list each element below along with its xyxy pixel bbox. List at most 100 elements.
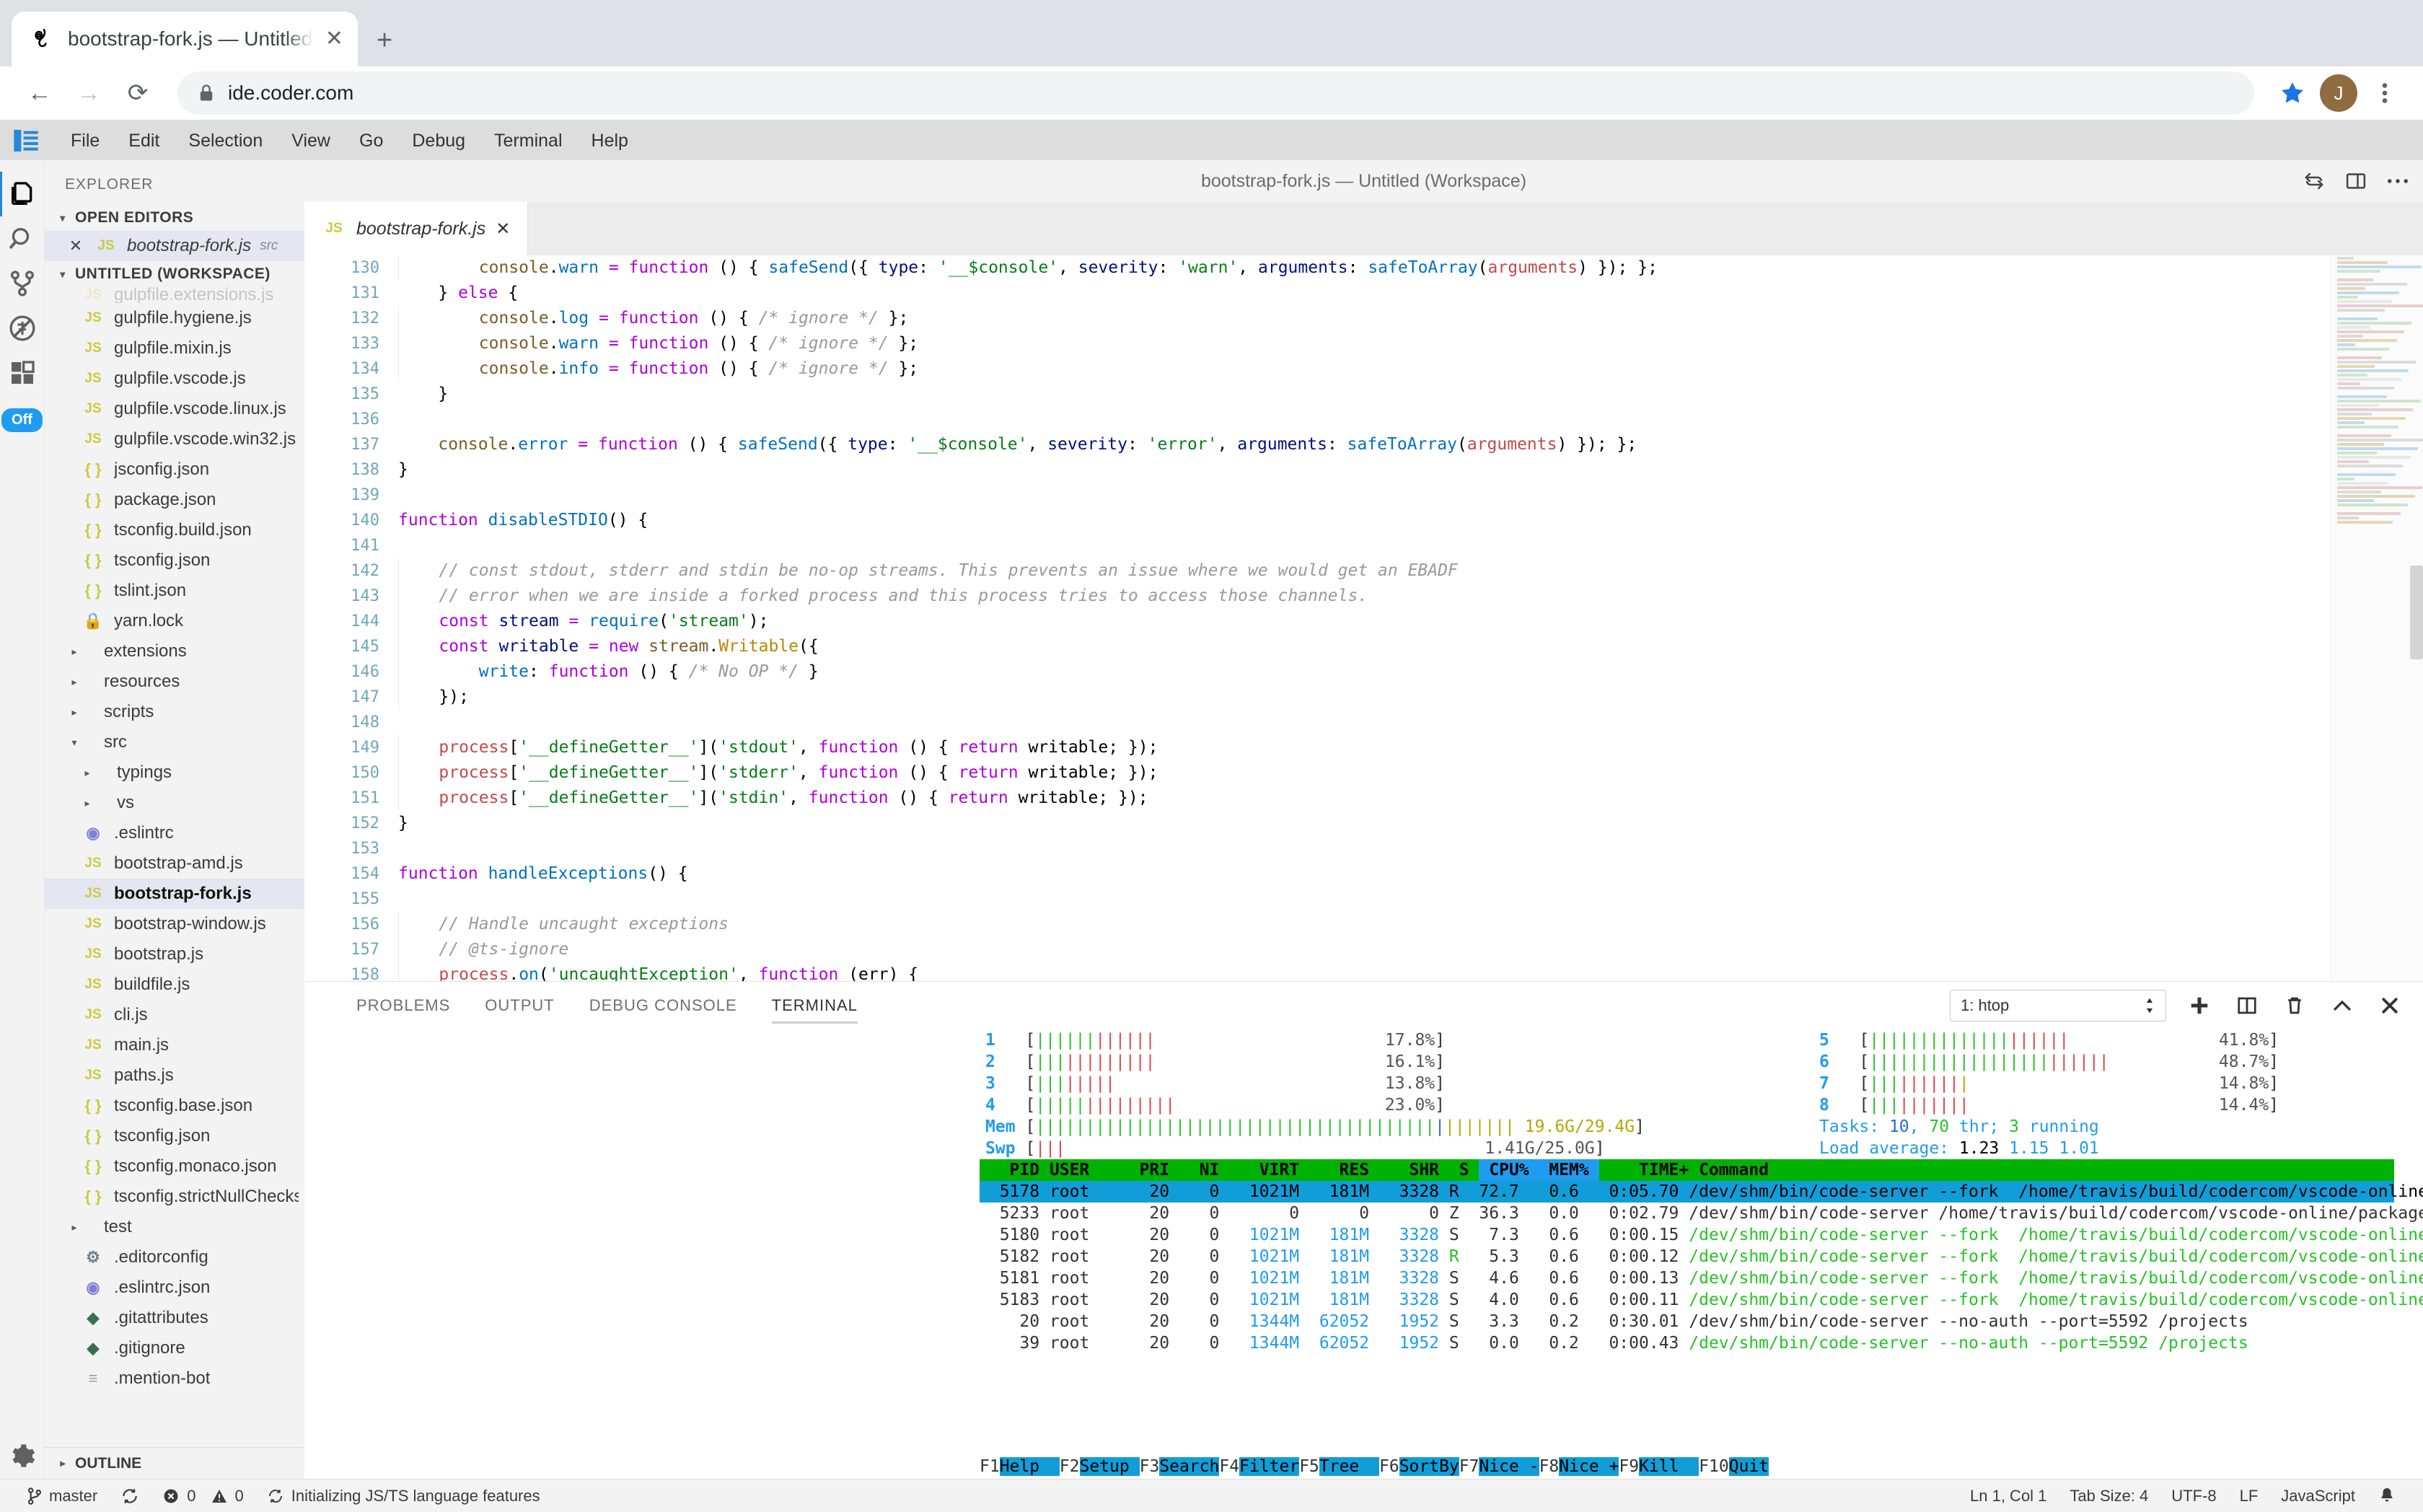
- menu-view[interactable]: View: [291, 131, 330, 151]
- more-actions-icon[interactable]: [2387, 177, 2409, 185]
- column-header[interactable]: PID: [980, 1161, 1050, 1179]
- tree-folder[interactable]: ▸ test: [45, 1212, 304, 1242]
- column-header[interactable]: NI: [1179, 1161, 1230, 1179]
- tree-file[interactable]: { } tsconfig.json: [45, 545, 304, 576]
- menu-edit[interactable]: Edit: [128, 131, 160, 151]
- code-line[interactable]: 148: [304, 710, 2331, 735]
- open-editor-item[interactable]: ✕ JS bootstrap-fork.js src: [45, 231, 304, 261]
- code-line[interactable]: 147 });: [304, 685, 2331, 710]
- code-line[interactable]: 151 process['__defineGetter__']('stdin',…: [304, 786, 2331, 811]
- table-row[interactable]: 20 root 20 0 1344M 62052 1952 S 3.3 0.2 …: [980, 1311, 2394, 1332]
- status-problems[interactable]: 0 0: [151, 1487, 255, 1506]
- layout-icon[interactable]: [2345, 170, 2367, 192]
- column-header[interactable]: TIME+: [1599, 1161, 1699, 1179]
- minimap[interactable]: [2331, 255, 2423, 981]
- code-line[interactable]: 150 process['__defineGetter__']('stderr'…: [304, 760, 2331, 786]
- tree-file[interactable]: JS bootstrap.js: [45, 939, 304, 970]
- tree-file[interactable]: ◉ .eslintrc: [45, 818, 304, 848]
- tree-file[interactable]: JS buildfile.js: [45, 970, 304, 1000]
- tree-folder[interactable]: ▾ src: [45, 727, 304, 757]
- new-tab-button[interactable]: +: [377, 25, 393, 56]
- terminal-selector[interactable]: 1: htop: [1950, 990, 2166, 1021]
- status-language[interactable]: JavaScript: [2281, 1486, 2355, 1505]
- star-icon[interactable]: [2273, 74, 2312, 113]
- menu-debug[interactable]: Debug: [412, 131, 466, 151]
- column-header[interactable]: CPU%: [1479, 1159, 1539, 1181]
- code-line[interactable]: 133 console.warn = function () { /* igno…: [304, 331, 2331, 356]
- close-panel-icon[interactable]: [2375, 991, 2404, 1020]
- outline-section[interactable]: ▸ OUTLINE: [45, 1447, 304, 1479]
- status-eol[interactable]: LF: [2239, 1486, 2259, 1505]
- code-line[interactable]: 158 process.on('uncaughtException', func…: [304, 962, 2331, 981]
- tree-file[interactable]: { } jsconfig.json: [45, 454, 304, 485]
- code-line[interactable]: 134 console.info = function () { /* igno…: [304, 356, 2331, 382]
- tab-bootstrap-fork-js[interactable]: JS bootstrap-fork.js ✕: [304, 202, 529, 255]
- code-line[interactable]: 139: [304, 483, 2331, 508]
- menu-go[interactable]: Go: [359, 131, 384, 151]
- table-row[interactable]: 5180 root 20 0 1021M 181M 3328 S 7.3 0.6…: [980, 1224, 2423, 1246]
- sidebar-item-debug[interactable]: [0, 306, 45, 351]
- file-tree[interactable]: JS gulpfile.extensions.js JS gulpfile.hygie…: [45, 287, 304, 1447]
- back-button[interactable]: ←: [27, 79, 52, 107]
- browser-tab[interactable]: bootstrap-fork.js — Untitled (W ✕: [12, 12, 358, 66]
- tree-folder[interactable]: ▸ vs: [45, 788, 304, 818]
- column-header[interactable]: USER: [1049, 1161, 1120, 1179]
- tree-file[interactable]: { } tslint.json: [45, 576, 304, 606]
- tree-file[interactable]: JS bootstrap-window.js: [45, 909, 304, 939]
- status-tab-size[interactable]: Tab Size: 4: [2070, 1486, 2149, 1505]
- code-line[interactable]: 154 function handleExceptions() {: [304, 861, 2331, 887]
- fkey-label[interactable]: Tree: [1319, 1457, 1379, 1476]
- split-terminal-icon[interactable]: [2233, 991, 2261, 1020]
- tree-file[interactable]: JS gulpfile.hygiene.js: [45, 303, 304, 333]
- tree-file[interactable]: { } tsconfig.strictNullChecks.json: [45, 1182, 304, 1212]
- code-line[interactable]: 141: [304, 533, 2331, 558]
- tree-file[interactable]: JS gulpfile.vscode.win32.js: [45, 424, 304, 454]
- add-terminal-icon[interactable]: [2185, 991, 2214, 1020]
- table-row[interactable]: 5178 root 20 0 1021M 181M 3328 R 72.7 0.…: [980, 1181, 2423, 1203]
- tree-file[interactable]: JS gulpfile.extensions.js: [45, 287, 304, 303]
- tab-output[interactable]: OUTPUT: [485, 996, 555, 1014]
- tree-file[interactable]: JS bootstrap-fork.js: [45, 879, 304, 909]
- tab-terminal[interactable]: TERMINAL: [755, 982, 875, 1029]
- tree-folder[interactable]: ▸ resources: [45, 667, 304, 697]
- column-header[interactable]: MEM%: [1539, 1159, 1599, 1181]
- sidebar-item-source-control[interactable]: [0, 261, 45, 306]
- menu-terminal[interactable]: Terminal: [494, 131, 563, 151]
- close-icon[interactable]: ✕: [496, 219, 511, 239]
- bell-icon[interactable]: [2367, 1487, 2407, 1506]
- fkey-label[interactable]: Nice +: [1559, 1457, 1619, 1476]
- forward-button[interactable]: →: [76, 79, 101, 107]
- fkey-label[interactable]: SortBy: [1399, 1457, 1459, 1476]
- code-line[interactable]: 143 // error when we are inside a forked…: [304, 584, 2331, 609]
- tree-file[interactable]: 🔒 yarn.lock: [45, 606, 304, 636]
- column-header[interactable]: PRI: [1119, 1161, 1179, 1179]
- status-sync[interactable]: [109, 1487, 151, 1506]
- status-badge-off[interactable]: Off: [1, 408, 43, 432]
- column-header[interactable]: Command: [1699, 1161, 2098, 1179]
- sidebar-item-explorer[interactable]: [0, 172, 45, 216]
- open-editors-header[interactable]: ▾ OPEN EDITORS: [45, 205, 304, 231]
- table-row[interactable]: 5183 root 20 0 1021M 181M 3328 S 4.0 0.6…: [980, 1289, 2423, 1311]
- code-line[interactable]: 132 console.log = function () { /* ignor…: [304, 306, 2331, 331]
- tree-file[interactable]: { } tsconfig.build.json: [45, 515, 304, 545]
- tab-problems[interactable]: PROBLEMS: [356, 996, 451, 1014]
- terminal-htop[interactable]: 1 [|||||| |||||| 17.8%] 2 [||| ||||||||| 16…: [304, 1029, 2423, 1479]
- tree-file[interactable]: JS bootstrap-amd.js: [45, 848, 304, 879]
- tree-file[interactable]: JS gulpfile.mixin.js: [45, 333, 304, 364]
- reload-button[interactable]: ⟳: [127, 79, 149, 107]
- fkey-label[interactable]: Help: [999, 1457, 1060, 1476]
- tree-file[interactable]: ◉ .eslintrc.json: [45, 1273, 304, 1303]
- fkey-label[interactable]: Quit: [1728, 1457, 1769, 1476]
- code-line[interactable]: 130 console.warn = function () { safeSen…: [304, 255, 2331, 281]
- tree-file[interactable]: ◆ .gitignore: [45, 1333, 304, 1363]
- table-row[interactable]: 5182 root 20 0 1021M 181M 3328 R 5.3 0.6…: [980, 1246, 2423, 1267]
- table-row[interactable]: 39 root 20 0 1344M 62052 1952 S 0.0 0.2 …: [980, 1332, 2394, 1354]
- tree-file[interactable]: { } tsconfig.json: [45, 1121, 304, 1151]
- sidebar-item-search[interactable]: [0, 216, 45, 261]
- tree-file[interactable]: JS gulpfile.vscode.linux.js: [45, 394, 304, 424]
- fkey-label[interactable]: Filter: [1239, 1457, 1300, 1476]
- editor-scrollbar[interactable]: [2410, 566, 2423, 659]
- fkey-label[interactable]: Kill: [1639, 1457, 1699, 1476]
- code-line[interactable]: 144 const stream = require('stream');: [304, 609, 2331, 634]
- avatar[interactable]: J: [2319, 74, 2358, 113]
